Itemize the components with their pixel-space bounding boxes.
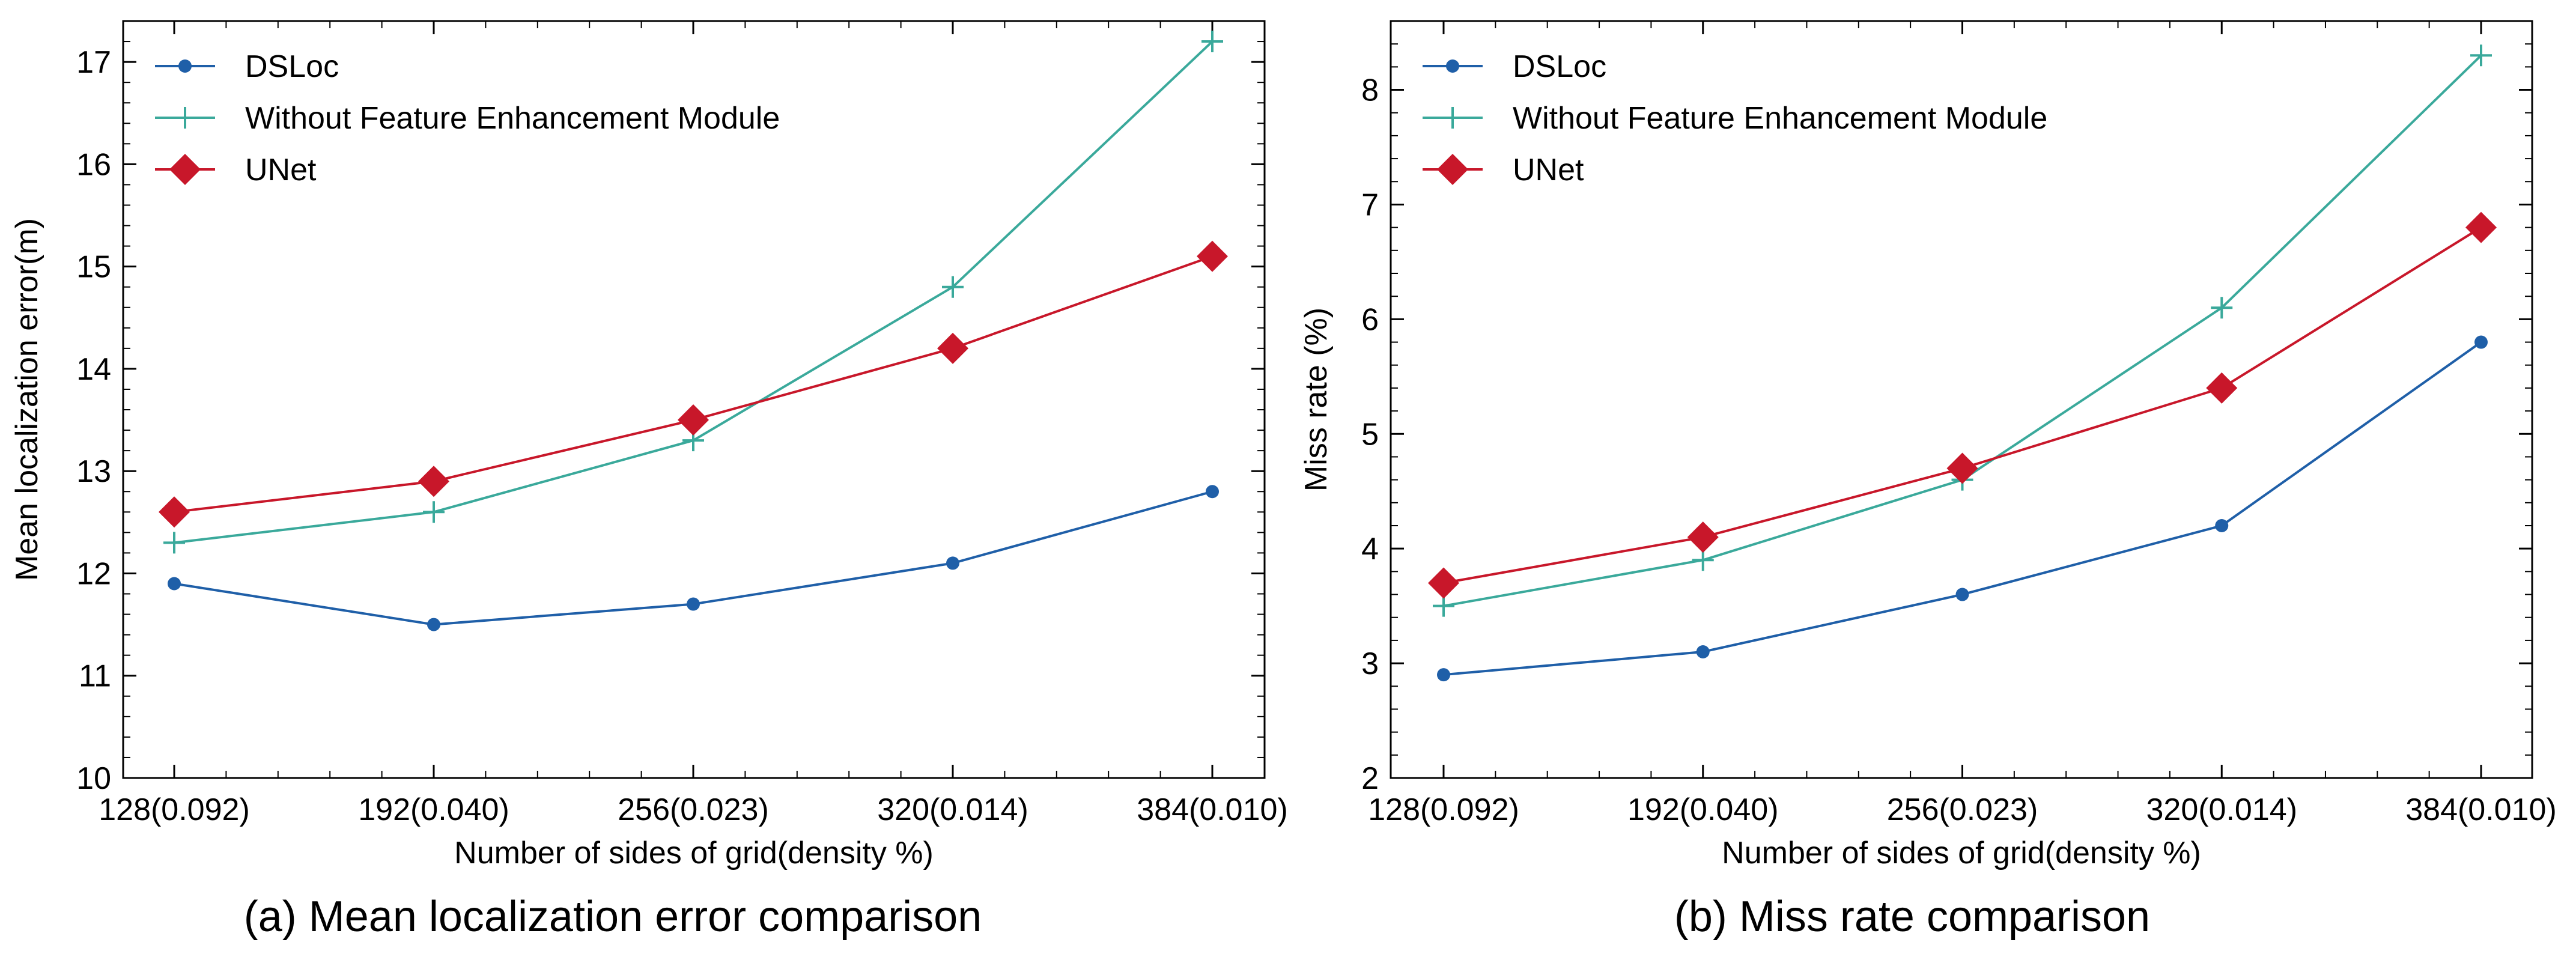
x-tick-label: 128(0.092) <box>1368 792 1519 827</box>
y-axis-title: Mean localization error(m) <box>10 218 44 581</box>
data-point-series-1 <box>2470 44 2492 67</box>
data-point-series-2 <box>1428 567 1459 599</box>
series-line-2 <box>174 255 1213 514</box>
y-tick-label: 12 <box>76 556 111 591</box>
y-tick-label: 7 <box>1361 187 1379 222</box>
chart-panel-a: 10 11 12 13 14 15 16 17 128(0.092) 192(0.040) 256(… <box>10 20 1288 941</box>
legend-label: Without Feature Enhancement Module <box>1513 101 2047 136</box>
y-tick-label: 17 <box>76 45 111 80</box>
legend-marker <box>178 59 192 73</box>
legend-label: DSLoc <box>245 49 339 84</box>
legend-label: DSLoc <box>1513 49 1606 84</box>
data-point-series-0 <box>1696 645 1710 658</box>
x-tick-label: 256(0.023) <box>618 792 769 827</box>
y-tick-label: 16 <box>76 147 111 182</box>
data-point-series-1 <box>423 501 445 523</box>
y-tick-label: 8 <box>1361 73 1379 108</box>
legend-label: UNet <box>245 153 317 187</box>
x-tick-label: 192(0.040) <box>358 792 509 827</box>
legend-marker <box>1442 107 1463 129</box>
x-axis-title: Number of sides of grid(density %) <box>1722 836 2201 870</box>
data-point-series-0 <box>427 618 440 631</box>
data-point-series-2 <box>159 496 190 528</box>
y-tick-label: 15 <box>76 250 111 285</box>
data-point-series-2 <box>2465 211 2497 243</box>
legend-label: Without Feature Enhancement Module <box>245 101 780 136</box>
x-tick-label: 192(0.040) <box>1627 792 1779 827</box>
y-tick-label: 11 <box>79 659 111 694</box>
data-point-series-0 <box>1437 668 1450 682</box>
y-tick-label: 3 <box>1361 646 1379 681</box>
data-point-series-1 <box>163 532 185 554</box>
data-point-series-2 <box>1197 240 1228 272</box>
y-tick-label: 14 <box>76 352 111 387</box>
data-point-series-0 <box>2215 519 2229 532</box>
legend-marker <box>174 107 196 129</box>
data-point-series-0 <box>1206 485 1219 499</box>
chart-panel-b: 2 3 4 5 6 7 8 128(0.092) 192(0.040) 256(0.023) 320… <box>1299 20 2557 941</box>
data-point-series-0 <box>946 556 959 570</box>
data-point-series-0 <box>687 597 700 611</box>
data-point-series-1 <box>1433 595 1454 617</box>
legend-marker <box>169 154 201 185</box>
y-tick-label: 10 <box>76 761 111 796</box>
data-point-series-1 <box>1692 549 1714 571</box>
figure-caption: (b) Miss rate comparison <box>1674 893 2150 941</box>
y-tick-label: 4 <box>1361 532 1379 567</box>
x-tick-label: 320(0.014) <box>877 792 1028 827</box>
data-point-series-2 <box>2206 372 2238 404</box>
data-point-series-0 <box>1955 588 1969 601</box>
x-tick-label: 384(0.010) <box>1137 792 1288 827</box>
data-point-series-2 <box>937 332 968 364</box>
y-tick-label: 6 <box>1361 302 1379 337</box>
series-line-2 <box>1443 226 2482 585</box>
series-line-0 <box>1443 341 2482 676</box>
data-point-series-2 <box>418 466 449 497</box>
data-point-series-2 <box>678 404 709 436</box>
x-tick-label: 128(0.092) <box>99 792 250 827</box>
data-point-series-1 <box>2211 297 2233 319</box>
y-tick-label: 13 <box>76 454 111 489</box>
data-point-series-0 <box>168 577 181 591</box>
legend-marker <box>1437 154 1468 185</box>
x-axis-title: Number of sides of grid(density %) <box>454 836 934 870</box>
series-line-1 <box>1443 54 2482 607</box>
y-axis-title: Miss rate (%) <box>1299 308 1334 491</box>
data-point-series-0 <box>2474 335 2488 349</box>
x-tick-label: 320(0.014) <box>2146 792 2297 827</box>
data-point-series-2 <box>1687 521 1719 553</box>
data-point-series-2 <box>1946 452 1978 484</box>
data-point-series-1 <box>942 276 964 298</box>
y-tick-label: 5 <box>1361 417 1379 452</box>
x-tick-label: 384(0.010) <box>2405 792 2557 827</box>
y-tick-label: 2 <box>1361 761 1379 796</box>
legend-label: UNet <box>1513 153 1584 187</box>
x-tick-label: 256(0.023) <box>1887 792 2038 827</box>
data-point-series-1 <box>1201 31 1223 53</box>
legend-marker <box>1446 59 1459 73</box>
figure-caption: (a) Mean localization error comparison <box>244 893 982 941</box>
